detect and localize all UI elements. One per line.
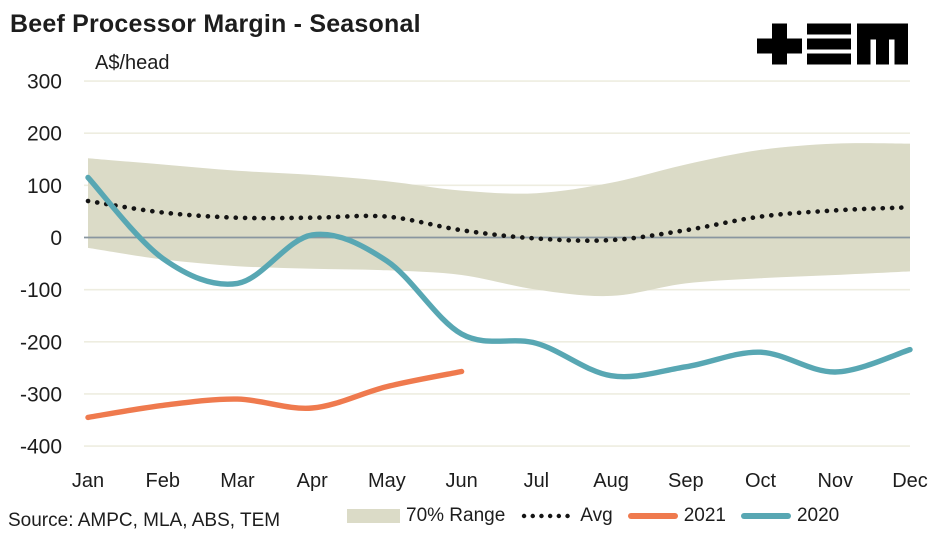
legend-label-avg: Avg bbox=[580, 505, 613, 526]
band-70-range bbox=[88, 143, 910, 297]
y-tick-label: 0 bbox=[50, 227, 62, 250]
x-tick-label: Jan bbox=[72, 470, 104, 492]
x-tick-label: Dec bbox=[892, 470, 928, 492]
legend-item-avg: Avg bbox=[520, 505, 613, 527]
legend-item-2020: 2020 bbox=[740, 505, 840, 527]
legend-label-2021: 2021 bbox=[683, 505, 726, 526]
y-tick-label: -100 bbox=[20, 279, 62, 302]
chart-title: Beef Processor Margin - Seasonal bbox=[10, 10, 421, 38]
x-tick-label: Jun bbox=[446, 470, 478, 492]
x-tick-label: Mar bbox=[220, 470, 255, 492]
plus-icon bbox=[757, 23, 802, 65]
series-2020-line bbox=[85, 174, 913, 380]
triple-bar-icon bbox=[807, 23, 851, 65]
tem-logo bbox=[757, 23, 908, 65]
x-tick-label: Feb bbox=[145, 470, 179, 492]
y-axis-unit-label: A$/head bbox=[95, 52, 170, 74]
legend: 70% Range Avg 2021 2020 bbox=[347, 505, 839, 527]
x-tick-label: Aug bbox=[593, 470, 629, 492]
x-tick-label: Jul bbox=[524, 470, 550, 492]
series-2021-line bbox=[85, 368, 465, 421]
y-tick-label: -200 bbox=[20, 331, 62, 354]
legend-swatch-2020 bbox=[740, 513, 791, 519]
y-tick-label: -300 bbox=[20, 383, 62, 406]
y-tick-label: 100 bbox=[27, 175, 62, 198]
legend-label-70-range: 70% Range bbox=[406, 505, 506, 526]
y-tick-label: -400 bbox=[20, 436, 62, 459]
legend-item-2021: 2021 bbox=[627, 505, 726, 527]
m-glyph-icon bbox=[857, 23, 908, 65]
legend-swatch-avg bbox=[522, 513, 573, 519]
x-tick-label: May bbox=[368, 470, 406, 492]
y-tick-label: 300 bbox=[27, 71, 62, 94]
legend-swatch-2021 bbox=[627, 513, 678, 519]
x-tick-label: Sep bbox=[668, 470, 704, 492]
y-tick-label: 200 bbox=[27, 123, 62, 146]
source-note: Source: AMPC, MLA, ABS, TEM bbox=[8, 510, 281, 531]
x-tick-label: Oct bbox=[745, 470, 777, 492]
legend-item-70-range: 70% Range bbox=[347, 505, 505, 527]
x-tick-label: Nov bbox=[817, 470, 853, 492]
legend-swatch-band bbox=[347, 509, 400, 523]
legend-label-2020: 2020 bbox=[796, 505, 840, 526]
x-tick-label: Apr bbox=[297, 470, 328, 492]
